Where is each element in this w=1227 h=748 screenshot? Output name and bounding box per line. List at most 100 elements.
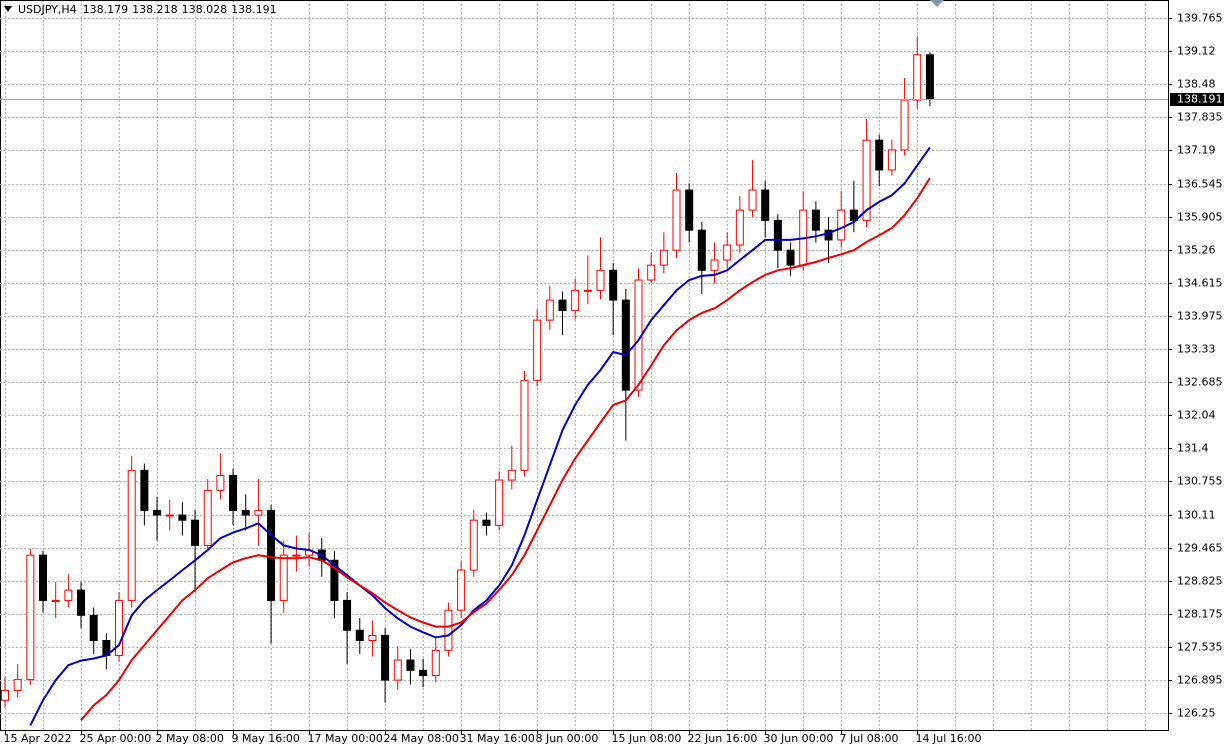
y-tick-label: 134.615 [1177, 277, 1223, 290]
menu-arrow[interactable] [4, 6, 12, 12]
candle-body [571, 289, 580, 311]
candle-body [723, 244, 732, 261]
y-tick-label: 137.19 [1177, 144, 1216, 157]
candle-body [127, 469, 136, 601]
x-tick-label: 30 Jun 00:00 [764, 732, 834, 745]
y-tick-label: 138.48 [1177, 78, 1216, 91]
candle-body [191, 519, 200, 546]
candle-body [748, 189, 757, 211]
candle-body [457, 569, 466, 611]
candle-body [659, 249, 668, 266]
y-tick-label: 133.975 [1177, 310, 1223, 323]
x-tick-label: 15 Jun 08:00 [612, 732, 682, 745]
candle-body [495, 479, 504, 526]
y-tick-label: 132.685 [1177, 376, 1223, 389]
candle-body [279, 554, 288, 601]
shift-marker [930, 0, 944, 7]
x-tick-label: 24 May 08:00 [384, 732, 459, 745]
candle-body [849, 209, 858, 221]
candle-body [710, 259, 719, 271]
y-tick-label: 128.825 [1177, 575, 1223, 588]
y-tick-label: 130.11 [1177, 509, 1216, 522]
candle-body [609, 269, 618, 301]
header-value: 138.191 [231, 3, 277, 16]
y-tick-label: 139.12 [1177, 45, 1216, 58]
candle-body [621, 299, 630, 391]
candle-body [406, 659, 415, 671]
candle-body [368, 634, 377, 642]
candle-body [229, 474, 238, 511]
candle-body [203, 489, 212, 546]
y-tick-label: 135.905 [1177, 211, 1223, 224]
candle-body [64, 589, 73, 601]
y-tick-label: 128.175 [1177, 608, 1223, 621]
x-tick-label: 15 Apr 2022 [4, 732, 72, 745]
moving-average [29, 146, 931, 726]
candle-body [811, 209, 820, 231]
candle-body [837, 209, 846, 241]
price-label: 138.191 [1177, 93, 1223, 106]
candle-body [647, 264, 656, 281]
candle-body [913, 54, 922, 101]
x-tick-label: 9 May 16:00 [232, 732, 300, 745]
x-tick-label: 14 Jul 16:00 [916, 732, 982, 745]
candle-body [735, 209, 744, 246]
candle-body [685, 189, 694, 231]
y-tick-label: 126.25 [1177, 707, 1216, 720]
candle-body [153, 509, 162, 516]
candle-body [419, 669, 428, 676]
candle-body [393, 659, 402, 681]
x-tick-label: 25 Apr 00:00 [80, 732, 152, 745]
y-tick-label: 133.33 [1177, 343, 1216, 356]
candle-body [431, 649, 440, 676]
candle-body [115, 599, 124, 656]
candle-body [292, 554, 301, 557]
header-value: 138.218 [132, 3, 178, 16]
candle-body [482, 519, 491, 526]
candle-body [596, 269, 605, 291]
y-tick-label: 132.04 [1177, 409, 1216, 422]
candle-body [444, 609, 453, 651]
x-tick-label: 2 May 08:00 [156, 732, 224, 745]
candle-body [381, 634, 390, 681]
candle-body [887, 149, 896, 171]
candle-body [254, 509, 263, 516]
candle-body [773, 219, 782, 251]
y-tick-label: 127.535 [1177, 641, 1223, 654]
candle-body [1, 689, 9, 701]
candle-body [761, 189, 770, 221]
plot-frame [0, 0, 1169, 731]
x-tick-label: 31 May 16:00 [460, 732, 535, 745]
candle-body [875, 139, 884, 171]
candle-body [89, 614, 98, 642]
y-tick-label: 135.26 [1177, 244, 1216, 257]
y-tick-label: 139.765 [1177, 12, 1223, 25]
candle-body [165, 514, 174, 517]
candle-body [13, 679, 22, 691]
candle-body [267, 509, 276, 601]
candle-body [39, 554, 48, 601]
x-tick-label: 7 Jul 08:00 [840, 732, 899, 745]
symbol-label: USDJPY,H4 [18, 3, 77, 16]
y-tick-label: 130.755 [1177, 475, 1223, 488]
candle-body [330, 559, 339, 601]
vertical-grid [0, 0, 1168, 730]
candle-body [520, 379, 529, 471]
x-tick-label: 17 May 00:00 [308, 732, 383, 745]
candle-body [241, 509, 250, 516]
x-tick-label: 8 Jun 00:00 [536, 732, 599, 745]
candle-body [545, 299, 554, 321]
candle-body [672, 189, 681, 251]
candle-body [583, 289, 592, 292]
candle-body [216, 474, 225, 491]
candle-body [507, 469, 516, 481]
candle-body [697, 229, 706, 271]
candle-body [51, 599, 60, 602]
y-tick-label: 136.545 [1177, 178, 1223, 191]
price-label-bg [1170, 93, 1224, 106]
candle-body [900, 99, 909, 151]
candle-body [178, 514, 187, 521]
x-tick-label: 22 Jun 16:00 [688, 732, 758, 745]
candle-body [558, 299, 567, 311]
